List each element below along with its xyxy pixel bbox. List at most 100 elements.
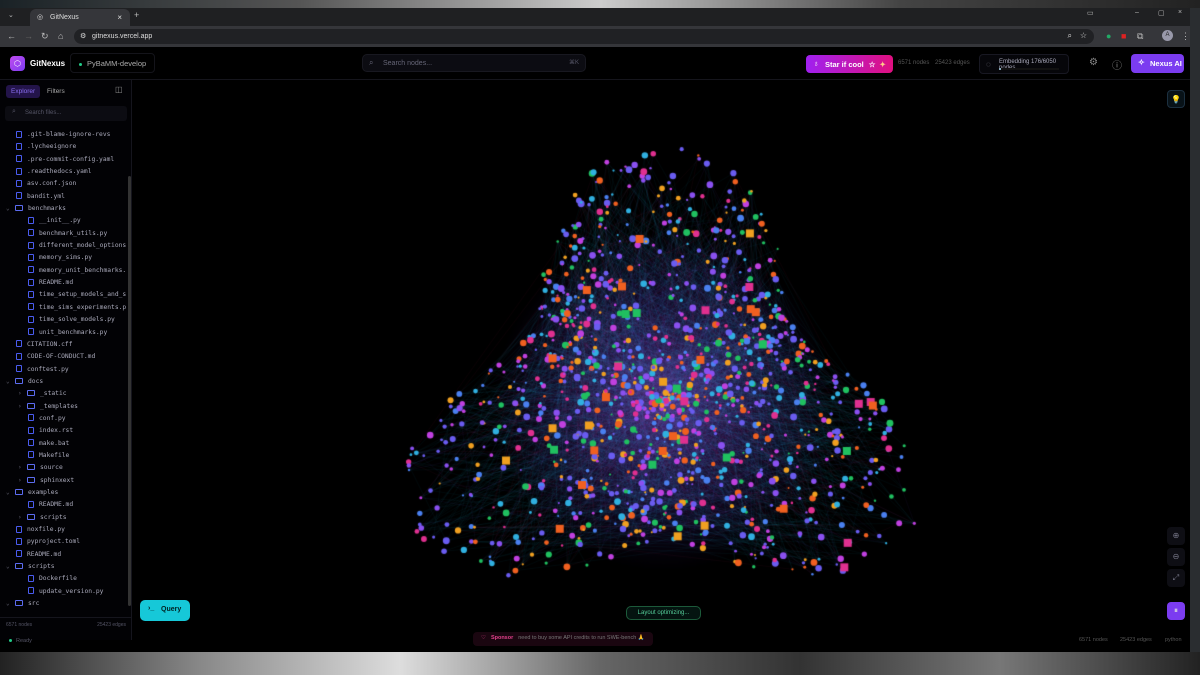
folder-item[interactable]: ⌄ docs: [0, 376, 126, 388]
file-item[interactable]: README.md: [0, 499, 126, 511]
extension-icon[interactable]: ●: [1106, 31, 1112, 41]
maximize-button[interactable]: ▢: [1158, 10, 1165, 17]
file-item[interactable]: CITATION.cff: [0, 339, 126, 351]
close-tab-icon[interactable]: ×: [117, 13, 122, 22]
status-edge-count: 25423 edges: [1120, 637, 1152, 643]
chevron-down-icon[interactable]: ⌄: [6, 600, 10, 608]
file-item[interactable]: .lycheeignore: [0, 141, 126, 153]
file-item[interactable]: .git-blame-ignore-revs: [0, 129, 126, 141]
chevron-down-icon[interactable]: ⌄: [6, 563, 10, 571]
gear-icon[interactable]: ⚙: [1089, 57, 1098, 68]
star-button[interactable]: ♁ Star if cool ☆ ✦: [806, 55, 893, 73]
extension-icon[interactable]: ■: [1121, 31, 1127, 41]
chevron-right-icon[interactable]: ›: [18, 402, 22, 410]
file-item[interactable]: .pre-commit-config.yaml: [0, 154, 126, 166]
file-item[interactable]: README.md: [0, 549, 126, 561]
minimize-button[interactable]: –: [1135, 9, 1139, 16]
file-name: different_model_options…: [39, 242, 126, 250]
file-item[interactable]: time_setup_models_and_s…: [0, 289, 126, 301]
file-item[interactable]: __init__.py: [0, 215, 126, 227]
query-button[interactable]: ›_ Query: [140, 600, 190, 621]
file-name: bandit.yml: [27, 192, 65, 200]
folder-item[interactable]: ⌄ benchmarks: [0, 203, 126, 215]
tab-filters[interactable]: Filters: [47, 88, 65, 95]
folder-item[interactable]: ⌄ src: [0, 598, 126, 610]
folder-item[interactable]: › sphinxext: [0, 475, 126, 487]
graph-canvas[interactable]: [133, 80, 1173, 625]
file-item[interactable]: memory_sims.py: [0, 252, 126, 264]
profile-avatar[interactable]: A: [1162, 30, 1173, 41]
file-item[interactable]: README.md: [0, 277, 126, 289]
chevron-right-icon[interactable]: ›: [18, 464, 22, 472]
nexus-ai-button[interactable]: ✧ Nexus AI: [1131, 54, 1184, 73]
help-icon[interactable]: ⓘ: [1112, 61, 1122, 72]
home-button[interactable]: ⌂: [58, 31, 64, 41]
cast-icon[interactable]: ▭: [1087, 10, 1094, 17]
chevron-right-icon[interactable]: ›: [18, 476, 22, 484]
zoom-icon[interactable]: ⌕: [1067, 31, 1072, 40]
file-item[interactable]: memory_unit_benchmarks.…: [0, 265, 126, 277]
file-icon: [16, 155, 22, 163]
file-item[interactable]: index.rst: [0, 425, 126, 437]
search-files-placeholder: Search files...: [25, 110, 62, 116]
new-tab-button[interactable]: +: [134, 10, 140, 20]
search-files-input[interactable]: ⌕ Search files...: [5, 106, 127, 121]
file-item[interactable]: make.bat: [0, 438, 126, 450]
chevron-right-icon[interactable]: ›: [18, 513, 22, 521]
terminal-icon: ›_: [148, 605, 155, 612]
file-name: _static: [40, 390, 67, 398]
chevron-down-icon[interactable]: ⌄: [6, 377, 10, 385]
folder-item[interactable]: › _templates: [0, 401, 126, 413]
lightbulb-icon[interactable]: 💡: [1167, 90, 1185, 108]
reload-button[interactable]: ↻: [41, 31, 49, 41]
collapse-sidebar-icon[interactable]: ◫: [115, 85, 123, 94]
zoom-out-button[interactable]: ⊖: [1167, 548, 1185, 566]
file-item[interactable]: Dockerfile: [0, 573, 126, 585]
file-item[interactable]: CODE-OF-CONDUCT.md: [0, 351, 126, 363]
file-item[interactable]: benchmark_utils.py: [0, 228, 126, 240]
tab-list-button[interactable]: ⌄: [8, 12, 14, 19]
file-item[interactable]: different_model_options…: [0, 240, 126, 252]
file-item[interactable]: noxfile.py: [0, 524, 126, 536]
chevron-down-icon[interactable]: ⌄: [6, 488, 10, 496]
bookmark-star-icon[interactable]: ☆: [1079, 31, 1087, 40]
close-window-button[interactable]: ×: [1178, 9, 1183, 16]
file-item[interactable]: time_sims_experiments.py: [0, 302, 126, 314]
back-button[interactable]: ←: [7, 31, 16, 41]
scrollbar[interactable]: [128, 176, 131, 606]
url-input[interactable]: ⚙ gitnexus.vercel.app ⌕ ☆: [74, 29, 1094, 44]
browser-tab[interactable]: ◎ GitNexus ×: [30, 9, 130, 26]
file-item[interactable]: conf.py: [0, 413, 126, 425]
folder-item[interactable]: › source: [0, 462, 126, 474]
chevron-down-icon[interactable]: ⌄: [6, 205, 10, 213]
file-icon: [28, 303, 34, 311]
sponsor-banner[interactable]: ♡ Sponsor need to buy some API credits to …: [473, 632, 653, 646]
file-icon: [28, 290, 34, 298]
file-item[interactable]: unit_benchmarks.py: [0, 327, 126, 339]
folder-item[interactable]: ⌄ examples: [0, 487, 126, 499]
file-name: README.md: [39, 501, 74, 509]
file-item[interactable]: pyproject.toml: [0, 536, 126, 548]
file-item[interactable]: .readthedocs.yaml: [0, 166, 126, 178]
chevron-right-icon[interactable]: ›: [18, 390, 22, 398]
folder-item[interactable]: › scripts: [0, 512, 126, 524]
forward-button[interactable]: →: [24, 31, 33, 41]
pause-layout-button[interactable]: ⏸: [1167, 602, 1185, 620]
file-item[interactable]: time_solve_models.py: [0, 314, 126, 326]
fit-view-button[interactable]: ⤢: [1167, 569, 1185, 587]
folder-item[interactable]: ⌄ scripts: [0, 561, 126, 573]
zoom-in-button[interactable]: ⊕: [1167, 527, 1185, 545]
file-item[interactable]: update_version.py: [0, 586, 126, 598]
tab-explorer[interactable]: Explorer: [6, 85, 41, 98]
extensions-puzzle-icon[interactable]: ⧉: [1137, 31, 1144, 41]
repo-selector[interactable]: PyBaMM-develop: [70, 53, 156, 73]
file-item[interactable]: asv.conf.json: [0, 178, 126, 190]
browser-menu-icon[interactable]: ⋮: [1181, 31, 1190, 41]
file-item[interactable]: bandit.yml: [0, 191, 126, 203]
file-item[interactable]: conftest.py: [0, 364, 126, 376]
file-name: src: [28, 600, 40, 608]
file-name: unit_benchmarks.py: [39, 328, 108, 336]
file-item[interactable]: Makefile: [0, 450, 126, 462]
folder-item[interactable]: › _static: [0, 388, 126, 400]
search-nodes-input[interactable]: ⌕ Search nodes... ⌘K: [362, 54, 586, 72]
